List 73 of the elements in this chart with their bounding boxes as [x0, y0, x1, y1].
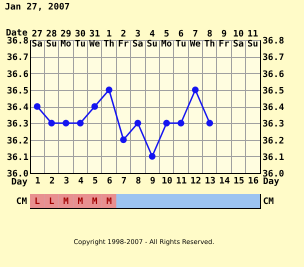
x2-tick-label: 11	[176, 176, 187, 186]
point	[62, 120, 70, 126]
y2-tick-label: 36.1	[262, 152, 284, 163]
x2-tick-label: 13	[204, 176, 216, 186]
y-tick-label: 36.8	[6, 36, 28, 46]
point	[148, 153, 156, 160]
chart-title: Jan 27, 2007	[4, 2, 70, 12]
text: CM	[16, 197, 27, 207]
x-tick-label: 1 Th	[104, 30, 114, 50]
point	[48, 120, 55, 126]
text: M	[106, 197, 112, 207]
point	[34, 103, 41, 110]
y-tick-label: 36.3	[6, 120, 28, 130]
point	[76, 120, 84, 126]
x2-tick-label: 10	[162, 176, 172, 186]
x2-tick-label: 4	[78, 176, 84, 186]
text: L	[48, 197, 55, 207]
x2-tick-label: 12	[190, 176, 202, 186]
point	[134, 120, 142, 126]
point	[178, 120, 184, 126]
x-tick-label: 9 Fr	[218, 30, 230, 50]
x-tick-label: 3 Sa	[132, 30, 144, 50]
x-tick-label: 8 Th	[204, 30, 216, 50]
x2-tick-label: 8	[136, 176, 142, 186]
x-tick-label: 4 Su	[146, 30, 158, 50]
y2-tick-label: 36.2	[262, 136, 284, 146]
x-tick-label: 6 Tu	[176, 30, 186, 50]
point	[106, 86, 112, 94]
point	[206, 120, 214, 126]
point	[192, 86, 199, 94]
x2-tick-label: 16	[248, 176, 259, 186]
x2-tick-label: 15	[234, 176, 244, 186]
text: Day	[11, 178, 28, 188]
y2-tick-label: 36.3	[262, 120, 284, 130]
y2-tick-label: 36.8	[262, 36, 284, 46]
x-tick-label: 2 Fr	[118, 30, 130, 50]
text: M	[92, 197, 98, 207]
x2-tick-label: 3	[64, 176, 70, 186]
y2-tick-label: 36.5	[262, 86, 284, 96]
text: M	[63, 197, 70, 207]
x-tick-label: 31 We	[89, 30, 101, 50]
y-tick-label: 36.1	[6, 152, 28, 163]
x2-tick-label: 6	[106, 176, 112, 186]
point	[163, 120, 170, 126]
x-tick-label: 10 Sa	[233, 30, 244, 50]
y-tick-label: 36.7	[6, 53, 28, 64]
x-tick-label: 28 Su	[46, 30, 57, 50]
text: CM	[263, 197, 274, 207]
x-tick-label: 5 Mo	[161, 30, 172, 50]
x2-tick-label: 5	[92, 176, 98, 186]
y-tick-label: 36.2	[6, 136, 28, 146]
y-tick-label: 36.4	[6, 103, 30, 113]
x-tick-label: 27 Sa	[32, 30, 43, 50]
text: L	[34, 197, 40, 207]
x2-tick-label: 1	[34, 176, 40, 186]
x-tick-label: 7 We	[190, 30, 202, 50]
x-tick-label: 11 Su	[247, 30, 258, 50]
x2-tick-label: 9	[150, 176, 156, 186]
text: M	[78, 197, 84, 207]
y-tick-label: 36.6	[6, 70, 28, 80]
point	[91, 103, 98, 110]
point	[120, 136, 127, 144]
y-tick-label: 36.0	[6, 170, 28, 180]
x2-axis-title: Day	[263, 177, 280, 187]
x-tick-label: 30 Tu	[74, 30, 86, 50]
x2-tick-label: 2	[49, 176, 55, 186]
y2-tick-label: 36.7	[262, 53, 284, 64]
x2-tick-label: 7	[121, 176, 127, 186]
x-tick-label: 29 Mo	[60, 30, 72, 50]
y-tick-label: 36.5	[6, 86, 28, 96]
x2-tick-label: 14	[219, 176, 231, 186]
y2-tick-label: 36.4	[262, 103, 285, 113]
y2-tick-label: 36.6	[262, 70, 284, 80]
